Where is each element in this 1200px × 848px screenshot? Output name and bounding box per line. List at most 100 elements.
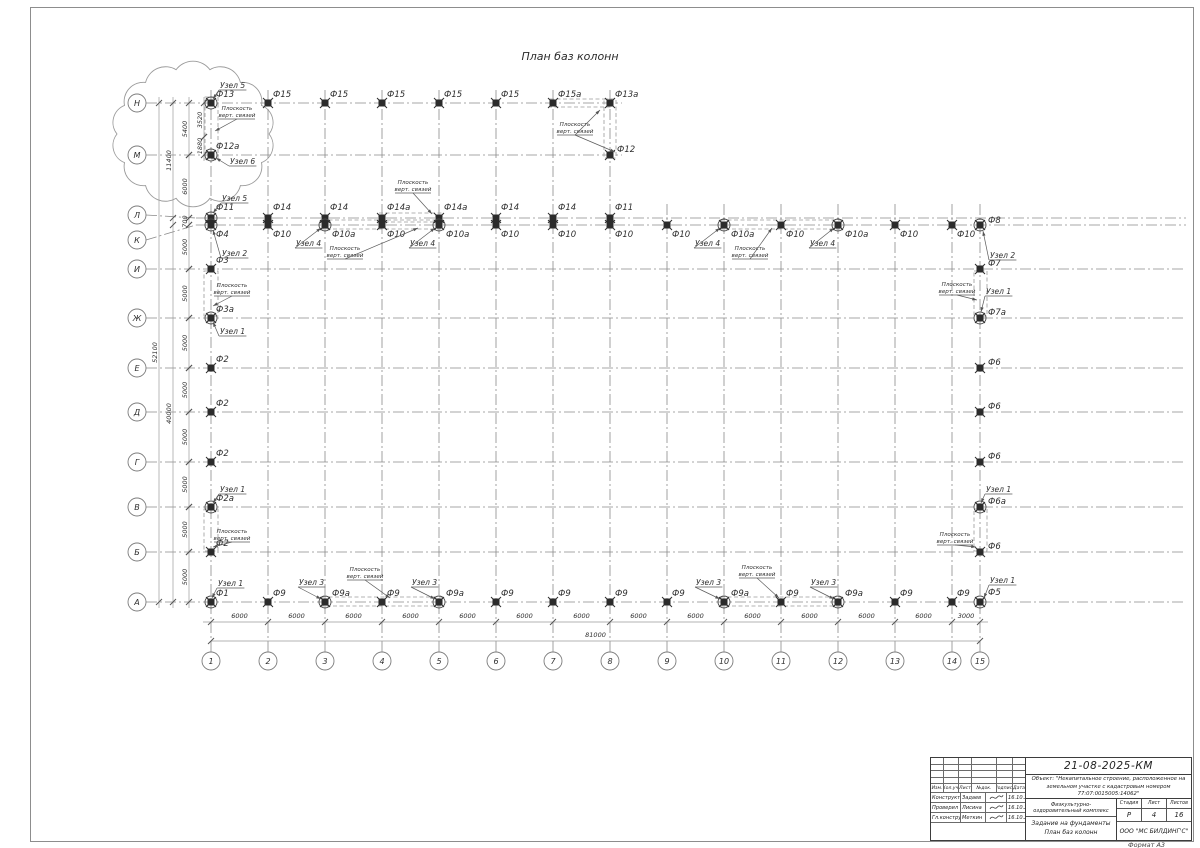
leader-arrow xyxy=(981,498,985,503)
column-base-marker xyxy=(207,548,215,556)
plane-note: Плоскость xyxy=(942,282,973,288)
column-label: Ф9 xyxy=(387,589,400,599)
column-base-marker xyxy=(435,221,443,229)
title-block-revision-table: Изм. Кол.уч. Лист №док. Подпись Дата Кон… xyxy=(931,758,1026,840)
column-base-marker xyxy=(976,364,984,372)
plane-note: верт. связей xyxy=(214,536,251,542)
axis-letter: Л xyxy=(133,211,140,220)
leader-arrow xyxy=(984,593,988,598)
sheet-title: Задание на фундаменты План баз колонн xyxy=(1026,817,1116,840)
axis-letter: Н xyxy=(134,99,140,108)
column-base-marker xyxy=(606,598,614,606)
stage-header: Стадия xyxy=(1117,799,1142,808)
column-base-marker xyxy=(606,221,614,229)
dim-tick xyxy=(185,151,193,159)
node-leader xyxy=(294,227,322,249)
dim-label: 5000 xyxy=(181,239,189,256)
dim-label: 3520 xyxy=(196,112,204,129)
sheet-title-line1: Задание на фундаменты xyxy=(1031,820,1111,828)
axis-bubble xyxy=(127,402,147,422)
node-ref: Узел 4 xyxy=(695,239,720,248)
title-block: Изм. Кол.уч. Лист №док. Подпись Дата Кон… xyxy=(930,757,1192,841)
plane-note: Плоскость xyxy=(350,567,381,573)
column-base-marker xyxy=(378,99,386,107)
column-label: Ф10 xyxy=(615,230,633,240)
column-base-marker xyxy=(834,221,842,229)
leader-arrow xyxy=(430,595,435,599)
signature-icon xyxy=(986,803,1007,812)
column-base-marker xyxy=(976,314,984,322)
column-label: Ф9 xyxy=(558,589,571,599)
column-label: Ф14 xyxy=(501,203,519,213)
axis-number: 14 xyxy=(947,657,957,666)
column-base-marker xyxy=(492,598,500,606)
column-label: Ф1 xyxy=(216,589,229,599)
column-base-marker xyxy=(606,151,614,159)
axis-bubble xyxy=(942,651,962,671)
column-base-marker xyxy=(207,214,215,222)
column-base-marker xyxy=(264,221,272,229)
node-ref: Узел 1 xyxy=(220,485,245,494)
node-leader xyxy=(408,227,436,249)
leader-arrow xyxy=(216,158,221,162)
sign-role: Проверил xyxy=(931,803,961,812)
node-leader xyxy=(808,227,835,249)
node-ref: Узел 6 xyxy=(230,157,255,166)
dim-tick xyxy=(777,618,785,626)
dim-tick xyxy=(264,618,272,626)
column-label: Ф10 xyxy=(273,230,291,240)
leader-arrow xyxy=(213,208,218,213)
plane-note: верт. связей xyxy=(219,113,256,119)
column-label: Ф15 xyxy=(330,90,348,100)
plane-note: верт. связей xyxy=(937,539,974,545)
axis-number: 8 xyxy=(607,657,612,666)
dim-tick xyxy=(834,618,842,626)
node-circle xyxy=(973,500,987,514)
dim-label: 5000 xyxy=(181,569,189,586)
axis-bubble xyxy=(714,651,734,671)
plane-note: верт. связей xyxy=(214,290,251,296)
column-base-marker xyxy=(207,151,215,159)
sign-name: Задаев xyxy=(961,793,986,802)
node-circle xyxy=(204,96,218,110)
dim-tick xyxy=(169,214,177,222)
dim-tick xyxy=(891,618,899,626)
column-base-marker xyxy=(549,99,557,107)
column-label: Ф10а xyxy=(731,230,754,240)
column-base-marker xyxy=(948,221,956,229)
node-ref: Узел 1 xyxy=(220,327,245,336)
plane-note: Плоскость xyxy=(560,122,591,128)
leader-arrow xyxy=(213,322,217,327)
sign-name: Лисина xyxy=(961,803,986,812)
node-circle xyxy=(204,500,218,514)
axis-letter: М xyxy=(134,151,141,160)
dim-label: 5000 xyxy=(181,285,189,302)
node-ref: Узел 3 xyxy=(412,578,437,587)
dim-label: 6000 xyxy=(687,612,704,620)
sheet-count: 16 xyxy=(1174,811,1184,819)
dim-tick xyxy=(169,221,177,229)
leader-arrow xyxy=(595,110,600,115)
leader-arrow xyxy=(213,498,217,503)
dim-label: 5000 xyxy=(181,429,189,446)
dim-label: 6000 xyxy=(231,612,248,620)
dim-label: 40000 xyxy=(165,403,173,424)
column-base-marker xyxy=(976,265,984,273)
column-base-marker xyxy=(321,598,329,606)
node-ref: Узел 2 xyxy=(222,249,247,258)
column-base-marker xyxy=(207,598,215,606)
dim-tick xyxy=(185,214,193,222)
plane-note: Плоскость xyxy=(222,106,253,112)
dim-tick xyxy=(378,618,386,626)
axis-number: 11 xyxy=(776,657,786,666)
plane-note: Плоскость xyxy=(217,529,248,535)
column-label: Ф15 xyxy=(387,90,405,100)
dim-tick xyxy=(185,548,193,556)
plane-note: Плоскость xyxy=(217,283,248,289)
axis-number: 3 xyxy=(322,657,327,666)
node-ref: Узел 5 xyxy=(222,194,247,203)
column-label: Ф6а xyxy=(988,497,1006,507)
column-label: Ф10 xyxy=(558,230,576,240)
leader-arrow xyxy=(413,228,418,232)
